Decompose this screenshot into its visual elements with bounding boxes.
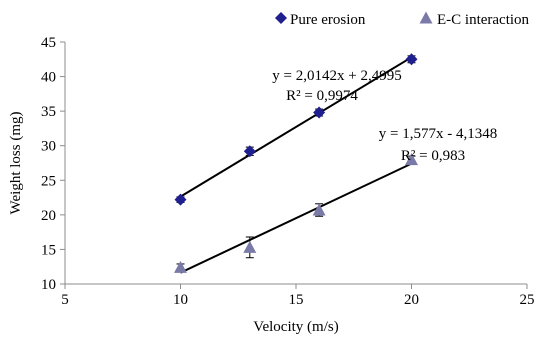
x-tick-label: 20 bbox=[404, 292, 419, 308]
diamond-marker bbox=[275, 12, 287, 24]
triangle-marker bbox=[405, 153, 418, 166]
data-points bbox=[174, 53, 418, 273]
equation-pure-erosion: y = 2,0142x + 2,4995 bbox=[272, 68, 401, 84]
x-tick-label: 10 bbox=[173, 292, 188, 308]
y-tick-label: 10 bbox=[41, 277, 56, 293]
triangle-marker bbox=[312, 203, 326, 216]
x-tick-label: 15 bbox=[289, 292, 304, 308]
r2-pure-erosion: R² = 0,9974 bbox=[286, 88, 358, 104]
y-axis-title: Weight loss (mg) bbox=[8, 112, 24, 215]
diamond-marker bbox=[313, 106, 326, 119]
triangle-marker bbox=[174, 260, 187, 273]
trendline bbox=[179, 56, 413, 198]
y-tick-label: 15 bbox=[41, 242, 56, 258]
x-tick-label: 5 bbox=[61, 292, 69, 308]
y-tick-label: 30 bbox=[41, 139, 56, 155]
y-tick-label: 20 bbox=[41, 208, 56, 224]
legend-label-pure-erosion: Pure erosion bbox=[290, 12, 366, 28]
y-tick-label: 45 bbox=[41, 35, 56, 51]
axes: 10 15 20 25 30 35 40 45 5 10 15 20 25 Velocity (m/s) W… bbox=[8, 35, 535, 335]
equation-ec-interaction: y = 1,577x - 4,1348 bbox=[379, 126, 497, 142]
triangle-marker bbox=[243, 240, 257, 253]
x-axis-title: Velocity (m/s) bbox=[253, 319, 338, 335]
diamond-marker bbox=[174, 193, 187, 206]
annotations: y = 2,0142x + 2,4995 R² = 0,9974 y = 1,577… bbox=[272, 68, 497, 164]
legend: Pure erosion E-C interaction bbox=[275, 11, 530, 28]
y-tick-label: 40 bbox=[41, 70, 56, 86]
r2-ec-interaction: R² = 0,983 bbox=[401, 148, 465, 164]
y-tick-label: 25 bbox=[41, 173, 56, 189]
triangle-marker bbox=[419, 11, 433, 24]
x-tick-label: 25 bbox=[520, 292, 535, 308]
diamond-marker bbox=[243, 145, 256, 158]
diamond-marker bbox=[405, 53, 418, 66]
trendlines bbox=[179, 56, 413, 274]
legend-label-ec-interaction: E-C interaction bbox=[437, 12, 530, 28]
trendline bbox=[180, 162, 412, 274]
y-tick-label: 35 bbox=[41, 104, 56, 120]
